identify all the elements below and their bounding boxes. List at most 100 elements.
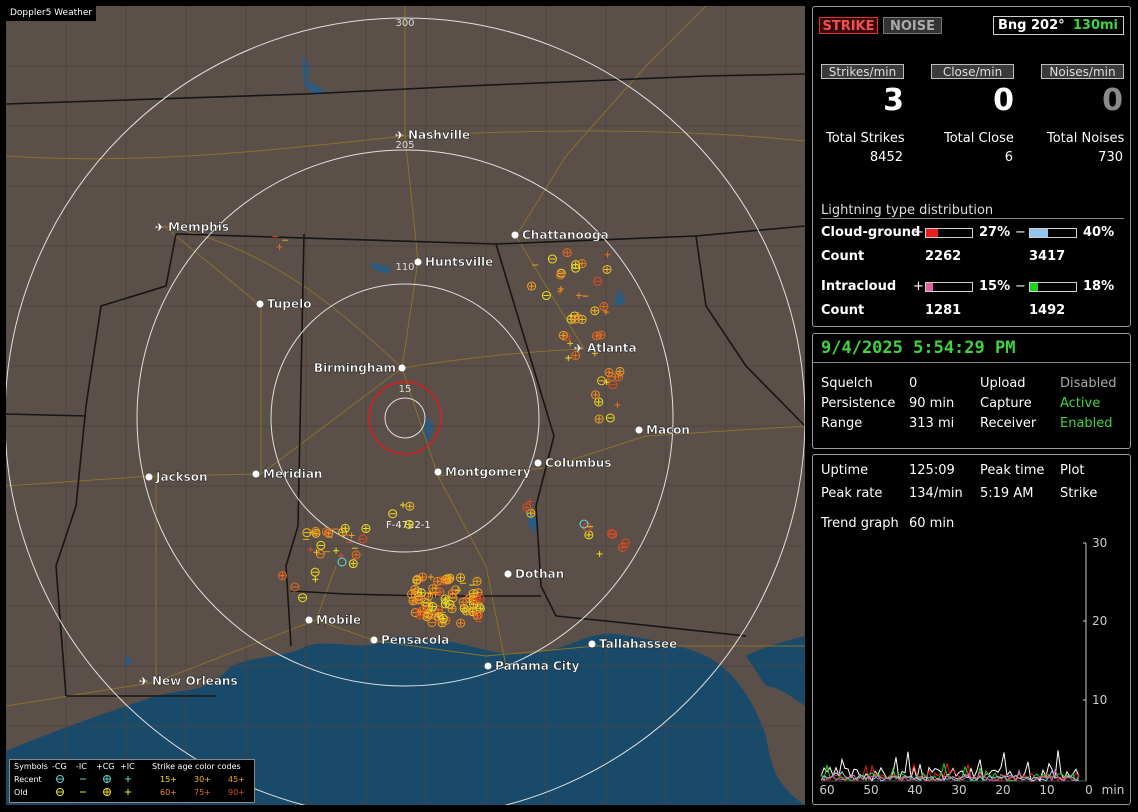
strike-marker — [593, 276, 603, 286]
app-title: Doppler5 Weather — [6, 6, 97, 21]
strike-marker — [410, 608, 420, 618]
noise-button[interactable]: NOISE — [883, 17, 942, 34]
strikes-per-min-label[interactable]: Strikes/min — [821, 64, 904, 79]
x-tick-60: 60 — [819, 783, 834, 797]
strike-marker — [405, 501, 415, 511]
cg-neg-bar — [1029, 228, 1077, 238]
city-label[interactable]: Panama City — [495, 659, 580, 673]
strike-marker — [565, 354, 572, 361]
strike-marker — [527, 510, 534, 517]
city-label[interactable]: Dothan — [515, 567, 565, 581]
ring-label: 15 — [399, 384, 412, 395]
squelch-label: Squelch — [821, 376, 873, 391]
city-dot — [635, 426, 643, 434]
city-label[interactable]: Atlanta — [587, 341, 637, 355]
city-label[interactable]: Huntsville — [425, 255, 494, 269]
city-label[interactable]: Tupelo — [267, 297, 312, 311]
total-close-label: Total Close — [944, 131, 1014, 146]
strike-marker — [595, 398, 602, 405]
airport-icon: ✈ — [395, 129, 404, 142]
bearing-display: Bng 202° 130mi — [993, 16, 1124, 35]
strike-marker — [541, 291, 551, 301]
city-dot — [252, 470, 260, 478]
y-tick-20: 20 — [1092, 614, 1107, 628]
x-unit: min — [1102, 783, 1125, 797]
strike-marker — [307, 546, 314, 553]
noises-per-min-label[interactable]: Noises/min — [1041, 64, 1124, 79]
strike-marker — [429, 603, 436, 610]
city-label[interactable]: Tallahassee — [599, 637, 678, 651]
city-label[interactable]: Meridian — [263, 467, 323, 481]
status-panel: 9/4/2025 5:54:29 PM Squelch 0 Upload Dis… — [812, 333, 1131, 449]
strike-marker — [598, 331, 605, 338]
strike-marker — [603, 379, 610, 386]
persistence-value: 90 min — [909, 396, 955, 411]
strike-marker — [547, 254, 557, 264]
site-label: F-4722-1 — [386, 520, 431, 531]
strike-marker — [277, 571, 287, 581]
lightning-map[interactable]: 15 110 205 300 F-4722-1 ✈ Nashville ✈ Memph… — [6, 6, 805, 805]
ring-label: 110 — [395, 262, 414, 273]
y-tick-30: 30 — [1092, 536, 1107, 550]
city-label[interactable]: Montgomery — [445, 465, 531, 479]
ring-label: 205 — [395, 140, 414, 151]
trend-panel: Uptime 125:09 Peak time Plot Peak rate 1… — [812, 454, 1131, 805]
strike-marker — [590, 390, 600, 400]
legend-age-45: 45+ — [228, 775, 245, 784]
city-label[interactable]: Pensacola — [381, 633, 450, 647]
strike-marker — [523, 504, 530, 511]
city-dot — [434, 468, 442, 476]
city-label[interactable]: Jackson — [155, 470, 208, 484]
close-per-min-label[interactable]: Close/min — [931, 64, 1014, 79]
city-label[interactable]: Nashville — [408, 128, 471, 142]
strike-marker — [564, 249, 571, 256]
strike-marker — [413, 594, 423, 604]
strike-marker — [408, 596, 418, 606]
strikes-per-min: 3 — [883, 83, 904, 118]
noises-per-min: 0 — [1102, 83, 1123, 118]
strike-marker — [591, 331, 601, 341]
strike-marker — [607, 372, 617, 382]
strike-marker — [614, 401, 621, 408]
city-label[interactable]: Macon — [646, 423, 690, 437]
legend-pos-cg: +CG — [96, 762, 115, 771]
strike-marker — [604, 266, 611, 273]
city-label[interactable]: Birmingham — [314, 361, 396, 375]
map-legend: Symbols -CG -IC +CG +IC Strike age color… — [9, 759, 255, 803]
legend-neg-cg: -CG — [52, 762, 67, 771]
city-label[interactable]: Mobile — [316, 613, 362, 627]
strike-marker — [428, 584, 438, 594]
strike-marker — [596, 416, 603, 423]
strike-button[interactable]: STRIKE — [819, 17, 878, 34]
lake — [302, 56, 324, 96]
city-labels: ✈ Nashville ✈ Memphis Chattanooga Huntsville T… — [139, 128, 690, 688]
city-label[interactable]: Columbus — [545, 456, 612, 470]
strike-marker — [433, 576, 443, 586]
city-dot — [305, 616, 313, 624]
strike-marker — [411, 586, 418, 593]
receiver-label: Receiver — [980, 416, 1037, 431]
city-label[interactable]: New Orleans — [152, 674, 238, 688]
strike-marker — [474, 610, 484, 620]
strike-marker — [428, 602, 438, 612]
strike-marker — [449, 605, 456, 612]
city-dot — [484, 662, 492, 670]
strike-marker — [599, 302, 609, 312]
strike-marker — [458, 597, 468, 607]
city-label[interactable]: Memphis — [168, 220, 229, 234]
ic-count-label: Count — [821, 303, 865, 318]
strike-marker — [463, 607, 470, 614]
strike-marker — [417, 608, 424, 615]
city-dot — [588, 640, 596, 648]
x-tick-20: 20 — [995, 783, 1010, 797]
plot-value[interactable]: Strike — [1060, 486, 1098, 501]
strike-marker — [473, 588, 483, 598]
strike-marker — [447, 589, 457, 599]
strike-marker — [362, 525, 369, 532]
strike-marker — [429, 585, 436, 592]
strike-marker — [608, 529, 618, 539]
strike-marker — [348, 532, 355, 539]
city-label[interactable]: Chattanooga — [522, 228, 609, 242]
y-tick-10: 10 — [1092, 693, 1107, 707]
strike-marker — [474, 589, 481, 596]
